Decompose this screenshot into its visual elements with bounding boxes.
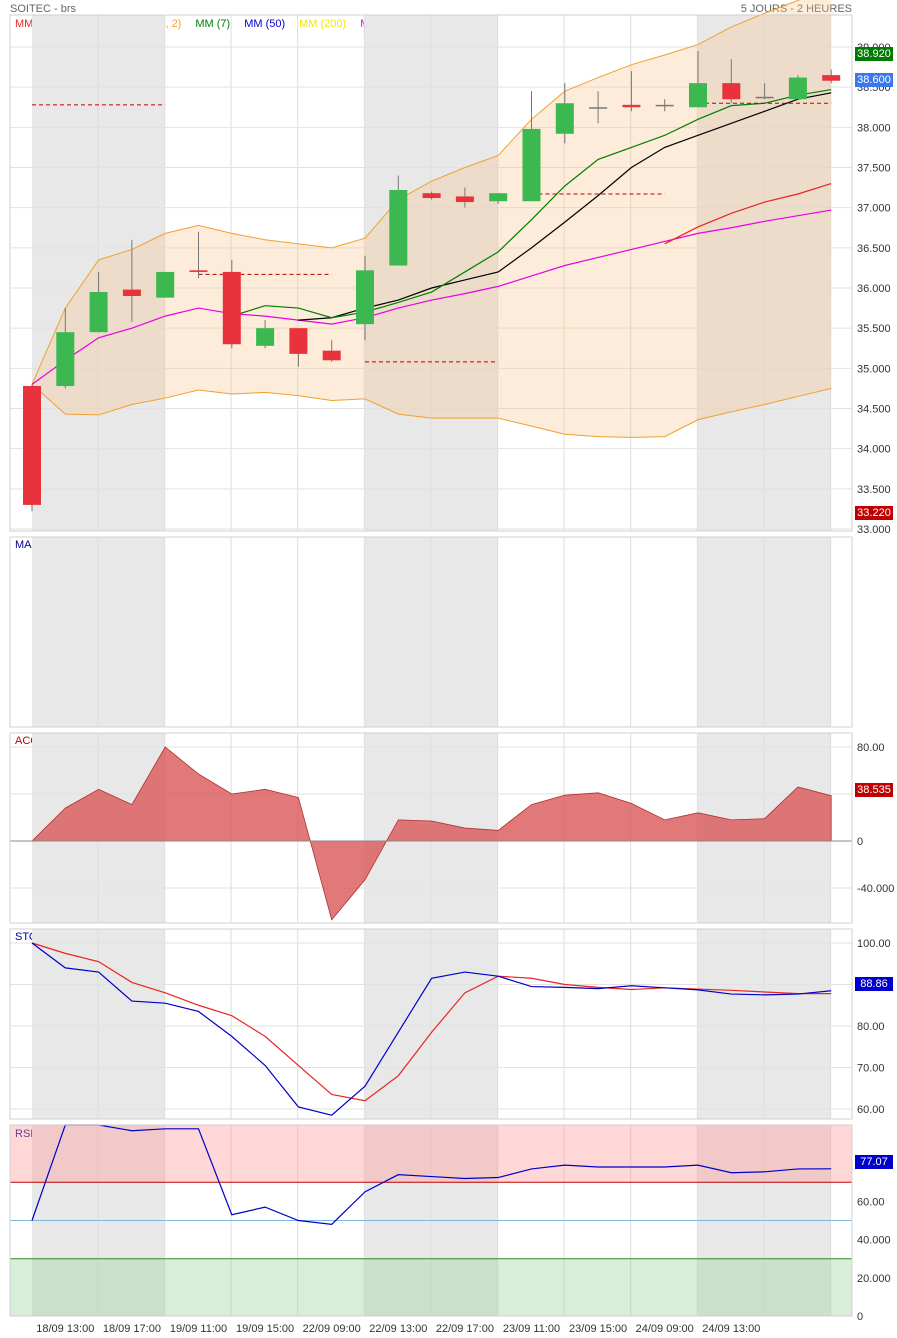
rsi-oversold-zone [10,1258,852,1316]
chart-title: SOITEC - brs [10,3,77,15]
rsi-axis-tick: 20.000 [857,1273,891,1285]
time-axis-label: 18/09 17:00 [103,1323,161,1335]
candle-body [289,328,308,354]
price-last-badge: 38.600 [855,73,893,87]
candle-body [389,189,408,266]
time-axis-label: 22/09 17:00 [436,1323,494,1335]
accdist-axis-tick: 0 [857,836,863,848]
time-axis-label: 24/09 09:00 [636,1323,694,1335]
candle-body [89,292,108,333]
sto-axis-tick: 100.00 [857,938,891,950]
price-axis-tick: 37.000 [857,203,891,215]
session-band [365,929,499,1119]
sto-axis-tick: 70.00 [857,1063,885,1075]
mm20-line [664,182,832,245]
bollinger-upper-line [31,0,801,385]
legend-item: MM (200) [299,18,347,30]
candle-body [722,83,741,100]
time-axis-label: 22/09 09:00 [303,1323,361,1335]
mm9-line [298,92,832,321]
candle-body [555,103,574,134]
bollinger-lower-line [31,384,832,438]
session-band [365,537,499,727]
time-axis-label: 19/09 11:00 [170,1323,227,1335]
accdist-value-badge: 38.535 [855,783,893,797]
price-axis-tick: 35.000 [857,363,891,375]
candle-body [822,75,841,81]
price-low-badge: 33.220 [855,506,893,520]
price-axis-tick: 33.500 [857,484,891,496]
time-axis-label: 23/09 11:00 [503,1323,560,1335]
sto-d-line [31,942,832,1102]
rsi-overbought-zone [10,1125,852,1183]
candle-body [256,328,275,346]
candle-body [755,96,774,99]
session-band [32,929,166,1119]
candle-body [356,270,374,325]
candle-body [589,107,608,109]
rsi-axis-tick: 40.000 [857,1235,891,1247]
accdist-axis-tick: -40.000 [857,883,894,895]
time-axis-label: 24/09 13:00 [702,1323,760,1335]
accdist-axis-tick: 80.00 [857,742,885,754]
rsi-axis-tick: 60.00 [857,1196,885,1208]
legend-item: MM (50) [244,18,286,30]
session-band [698,537,832,727]
price-axis-tick: 34.000 [857,444,891,456]
candle-body [788,77,807,100]
mm100-line [31,209,832,385]
accdist-area [31,746,832,921]
price-axis-tick: 34.500 [857,404,891,416]
candle-body [689,83,707,108]
rsi-line [31,1124,832,1225]
candle-body [56,332,75,387]
mm7-line [231,88,832,319]
rsi-axis-tick: 0 [857,1311,863,1323]
session-band [698,929,832,1119]
rsi-value-badge: 77.07 [855,1155,893,1169]
candle-body [189,270,208,272]
time-axis-label: 19/09 15:00 [236,1323,294,1335]
time-axis-label: 22/09 13:00 [369,1323,427,1335]
session-band [365,15,499,531]
candle-body [455,196,474,203]
candle-body [222,271,241,345]
panel-border [9,1124,853,1317]
candle-body [156,271,175,298]
candle-body [422,193,441,199]
legend-item: MM (7) [195,18,231,30]
price-axis-tick: 35.500 [857,323,891,335]
sto-k-line [31,942,832,1116]
price-axis-tick: 37.500 [857,163,891,175]
sto-axis-tick: 80.00 [857,1021,885,1033]
price-high-badge: 38.920 [855,47,893,61]
candle-body [122,289,141,297]
candle-body [23,386,41,505]
candle-body [655,104,674,107]
session-band [32,537,166,727]
price-axis-tick: 33.000 [857,524,891,536]
session-band [698,15,832,531]
price-axis-tick: 38.000 [857,122,891,134]
time-axis-label: 18/09 13:00 [36,1323,94,1335]
sto-value-badge: 88.86 [855,977,893,991]
price-axis-tick: 36.500 [857,243,891,255]
candle-body [322,350,341,361]
candle-body [489,193,508,202]
panel-border [9,14,853,532]
panel-border [9,536,853,728]
candle-body [522,128,541,202]
price-axis-tick: 36.000 [857,283,891,295]
sto-axis-tick: 60.00 [857,1104,885,1116]
panel-border [9,732,853,924]
panel-border [9,928,853,1120]
time-axis-label: 23/09 15:00 [569,1323,627,1335]
candle-body [622,104,641,108]
